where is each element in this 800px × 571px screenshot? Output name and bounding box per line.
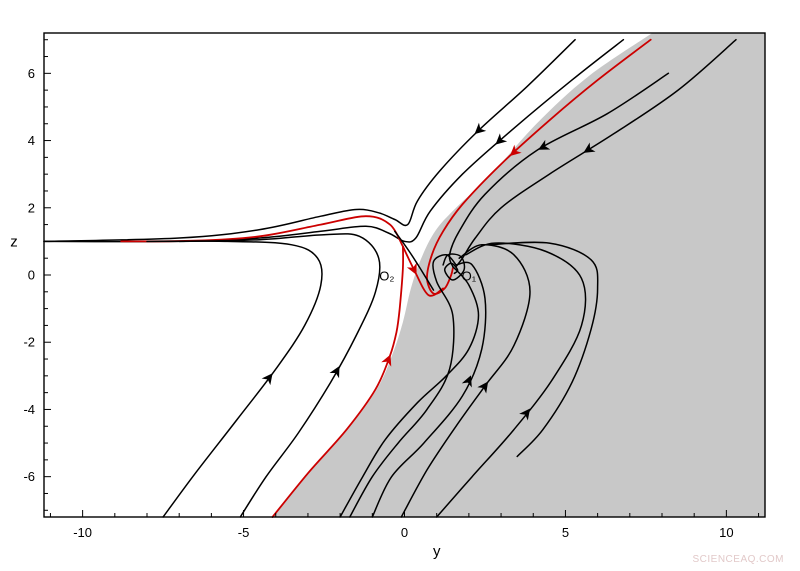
flow-arrow-9-0 [261,373,273,386]
trajectory-1 [43,38,625,243]
y-tick-label: 4 [28,133,35,148]
flow-arrow-4-0 [381,354,392,367]
x-axis-label: y [433,543,441,560]
x-tick-label: 0 [401,525,408,540]
shaded-basin-region [272,33,765,517]
flow-arrow-10-0 [329,366,340,379]
trajectory-12 [339,265,480,518]
annotation-layer: O₂ O₁ [379,269,477,284]
y-tick-label: -2 [23,335,35,350]
separatrix-5 [402,245,444,297]
y-tick-label: -4 [23,402,35,417]
trajectory-13 [371,261,487,518]
trajectory-8 [394,230,435,291]
axes-layer: -10 -5 0 5 10 -6 -4 -2 0 2 4 6 y z [10,32,766,560]
y-tick-label: 0 [28,268,35,283]
trajectory-17 [442,253,466,281]
trajectory-6 [455,38,737,268]
shaded-region-layer [272,33,765,517]
y-tick-label: 2 [28,200,35,215]
flow-arrow-5-0 [406,262,417,275]
flow-arrow-14-0 [477,381,489,394]
x-tick-label: 5 [562,525,569,540]
flow-arrow-6-0 [583,142,596,153]
flow-arrow-1-0 [495,133,508,145]
trajectory-10 [178,233,381,518]
x-tick-label: 10 [719,525,733,540]
flow-arrow-7-0 [538,139,551,150]
y-tick-label: 6 [28,66,35,81]
equilibrium-label-0: O₂ [379,269,394,284]
equilibrium-label-1: O₁ [462,269,477,284]
y-axis-label: z [10,233,18,250]
flow-arrow-13-0 [461,375,472,388]
separatrix-2 [426,38,652,295]
trajectory-9 [146,240,323,518]
y-tick-label: -6 [23,469,35,484]
flow-arrow-15-0 [519,408,531,421]
flow-arrow-0-0 [474,122,487,135]
trajectory-layer [43,38,737,518]
trajectory-11 [349,254,457,518]
watermark-text: SCIENCEAQ.COM [692,554,784,565]
trajectory-16 [487,241,599,458]
flow-arrow-2-0 [509,144,522,157]
x-tick-label: -10 [73,525,92,540]
x-tick-label: -5 [238,525,250,540]
